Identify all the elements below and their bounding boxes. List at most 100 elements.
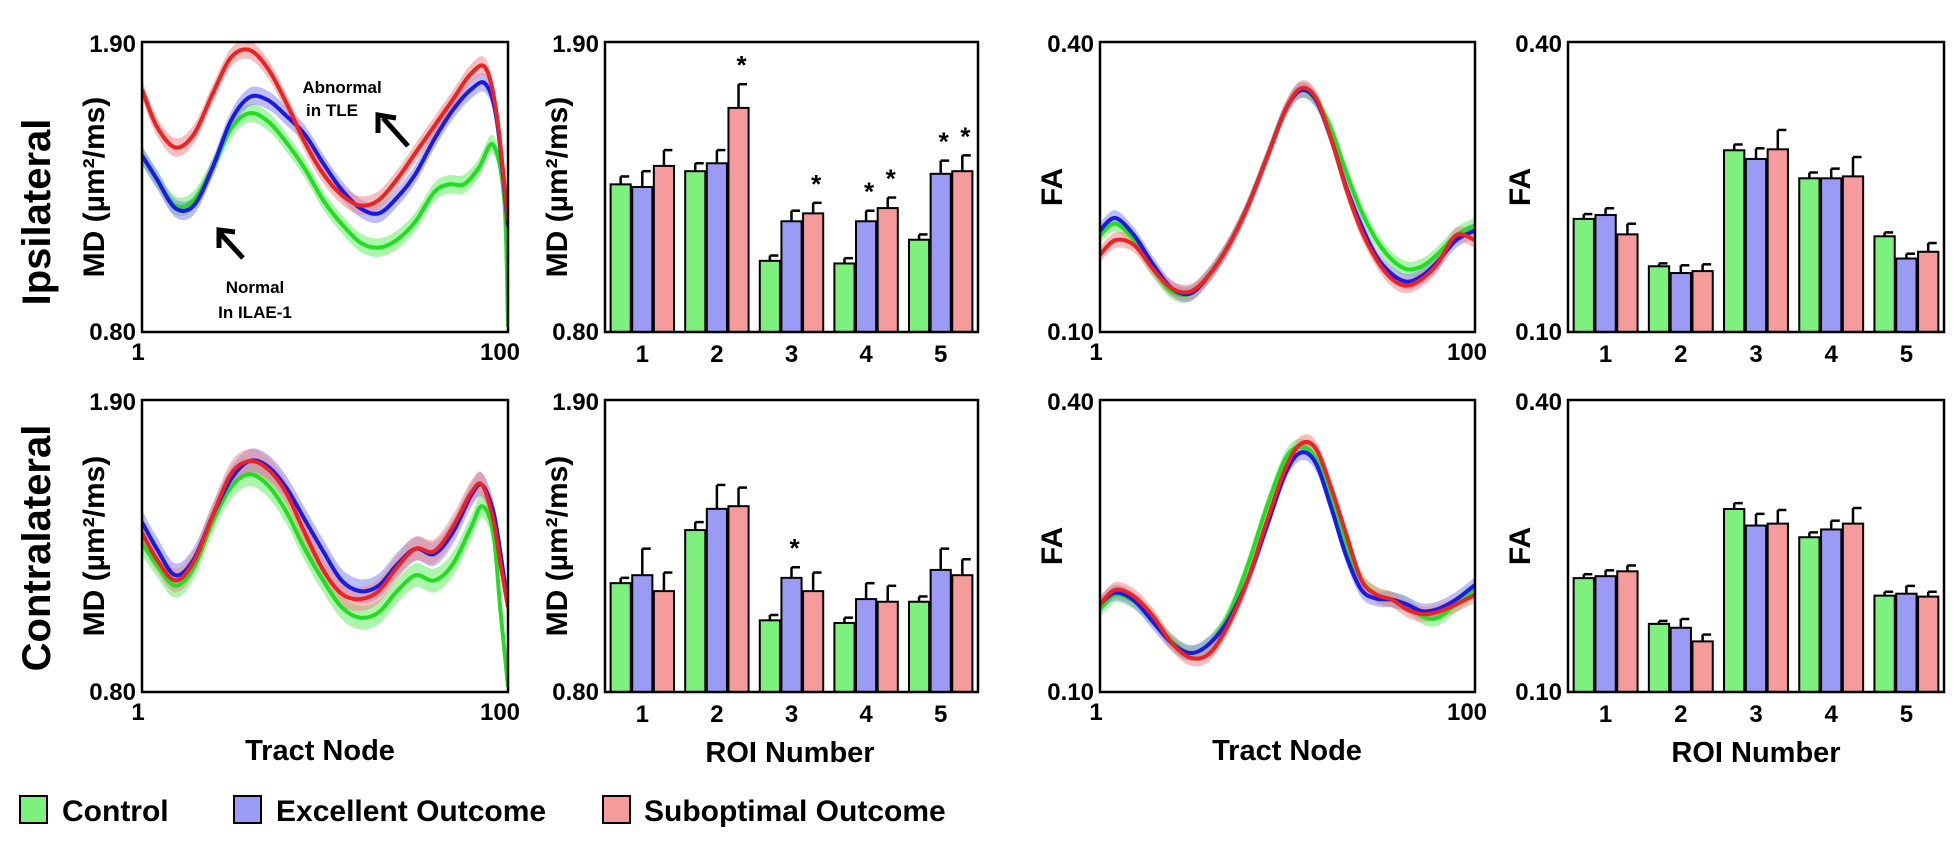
bar-suboptimal-outcome-roi-5 bbox=[951, 170, 974, 333]
bar-excellent-outcome-roi-3 bbox=[1744, 524, 1768, 693]
annotation-normal-line-2: In ILAE-1 bbox=[218, 303, 292, 322]
bar-control-roi-2 bbox=[684, 170, 707, 333]
x-axis-title-md-profile: Tract Node bbox=[245, 735, 395, 767]
x-tick-label-roi-4: 4 bbox=[1825, 341, 1839, 368]
x-tick-label-roi-3: 3 bbox=[1749, 341, 1762, 368]
x-tick-label: 1 bbox=[1089, 699, 1102, 726]
bar-excellent-outcome-roi-4 bbox=[1820, 528, 1843, 693]
significance-marker: * bbox=[960, 121, 971, 151]
bar-excellent-outcome-roi-1 bbox=[631, 186, 654, 333]
annotation-normal: Normal In ILAE-1 bbox=[216, 227, 292, 322]
bar-excellent-outcome-roi-1 bbox=[1594, 214, 1617, 334]
x-tick-label: 100 bbox=[480, 339, 520, 366]
bar-suboptimal-outcome-roi-2 bbox=[727, 106, 750, 333]
legend-item-excellent: Excellent Outcome bbox=[233, 795, 546, 828]
plot-series-group bbox=[1100, 434, 1475, 667]
legend-label-excellent: Excellent Outcome bbox=[276, 795, 546, 828]
y-tick-label: 0.40 bbox=[1515, 389, 1562, 416]
row-title-ipsilateral: Ipsilateral bbox=[15, 119, 59, 306]
panel-contralateral-md-profile: MD (µm²/ms) 0.80 1.90 1 100 bbox=[78, 389, 520, 726]
plot-border bbox=[1098, 398, 1477, 694]
x-tick-label-roi-4: 4 bbox=[859, 341, 873, 368]
series-line-suboptimal-outcome bbox=[1100, 440, 1475, 661]
bar-control-roi-2 bbox=[1647, 265, 1671, 333]
y-axis-label: MD (µm²/ms) bbox=[541, 97, 574, 278]
significance-marker: * bbox=[736, 50, 747, 80]
plot-border bbox=[1566, 40, 1946, 334]
plot-series-group bbox=[142, 448, 508, 692]
legend-label-suboptimal: Suboptimal Outcome bbox=[644, 795, 946, 828]
bar-suboptimal-outcome-roi-4 bbox=[876, 600, 899, 694]
bar-suboptimal-outcome-roi-4 bbox=[1841, 522, 1865, 694]
annotation-normal-line-1: Normal bbox=[226, 278, 285, 297]
y-tick-label: 0.80 bbox=[89, 319, 136, 346]
bar-control-roi-4 bbox=[833, 621, 856, 693]
bar-control-roi-4 bbox=[1798, 536, 1821, 693]
plot-border bbox=[140, 40, 510, 334]
y-tick-label: 0.40 bbox=[1047, 31, 1094, 58]
bar-excellent-outcome-roi-2 bbox=[1669, 626, 1692, 694]
y-tick-label: 0.10 bbox=[1047, 319, 1094, 346]
x-tick-label: 100 bbox=[1447, 699, 1487, 726]
y-axis-label: MD (µm²/ms) bbox=[541, 456, 574, 637]
y-tick-label: 1.90 bbox=[89, 389, 136, 416]
x-tick-label-roi-5: 5 bbox=[934, 701, 947, 728]
panel-ipsilateral-md-profile: MD (µm²/ms) 0.80 1.90 1 100 bbox=[78, 31, 520, 366]
bar-control-roi-5 bbox=[907, 238, 931, 334]
y-axis-label: MD (µm²/ms) bbox=[78, 456, 111, 637]
plot-series-group bbox=[142, 42, 508, 332]
bar-excellent-outcome-roi-3 bbox=[1744, 157, 1768, 333]
bar-suboptimal-outcome-roi-1 bbox=[652, 164, 676, 333]
y-tick-label: 0.40 bbox=[1047, 389, 1094, 416]
bar-suboptimal-outcome-roi-5 bbox=[1917, 250, 1940, 333]
x-axis-title-fa-roi: ROI Number bbox=[1671, 737, 1840, 769]
x-tick-label-roi-2: 2 bbox=[1674, 341, 1687, 368]
panel-ipsilateral-fa-roi: FA 0.10 0.40 1 2 3 4 5 bbox=[1504, 31, 1946, 368]
panel-contralateral-fa-profile: FA 0.10 0.40 1 100 bbox=[1036, 389, 1487, 726]
y-tick-label: 0.10 bbox=[1515, 319, 1562, 346]
series-line-suboptimal-outcome bbox=[1100, 85, 1475, 295]
bar-control-roi-4 bbox=[833, 262, 856, 334]
legend-label-control: Control bbox=[62, 795, 169, 828]
panel-ipsilateral-md-roi: MD (µm²/ms) 0.80 1.90 1 2 3 4 5 * * * * * * bbox=[541, 31, 980, 368]
x-tick-label: 1 bbox=[131, 339, 144, 366]
x-tick-label-roi-4: 4 bbox=[1825, 701, 1839, 728]
panel-contralateral-fa-roi: FA 0.10 0.40 1 2 3 4 5 bbox=[1504, 389, 1946, 728]
bar-suboptimal-outcome-roi-3 bbox=[1766, 522, 1789, 694]
x-tick-label-roi-1: 1 bbox=[636, 341, 649, 368]
x-axis-title-fa-profile: Tract Node bbox=[1212, 735, 1362, 767]
legend-swatch-suboptimal bbox=[602, 795, 631, 824]
x-tick-label-roi-5: 5 bbox=[1900, 341, 1913, 368]
x-tick-label: 1 bbox=[1089, 339, 1102, 366]
bar-control-roi-3 bbox=[1723, 508, 1746, 693]
legend-item-suboptimal: Suboptimal Outcome bbox=[602, 795, 946, 828]
x-tick-label-roi-1: 1 bbox=[1599, 701, 1612, 728]
plot-border bbox=[603, 40, 980, 334]
series-line-excellent-outcome bbox=[142, 80, 508, 227]
y-axis-label: FA bbox=[1036, 527, 1069, 565]
plot-border bbox=[1098, 40, 1477, 334]
x-tick-label-roi-5: 5 bbox=[1900, 701, 1913, 728]
x-tick-label-roi-4: 4 bbox=[859, 701, 873, 728]
significance-marker: * bbox=[811, 169, 822, 199]
bar-control-roi-5 bbox=[907, 600, 931, 694]
y-tick-label: 1.90 bbox=[89, 31, 136, 58]
bar-control-roi-1 bbox=[1572, 577, 1595, 693]
x-tick-label: 100 bbox=[1447, 339, 1487, 366]
legend-swatch-control bbox=[19, 795, 48, 824]
bar-control-roi-1 bbox=[609, 183, 632, 333]
legend-item-control: Control bbox=[19, 795, 169, 828]
x-axis-title-md-roi: ROI Number bbox=[705, 737, 874, 769]
bar-excellent-outcome-roi-1 bbox=[1594, 575, 1617, 694]
arrow-normal-icon bbox=[216, 227, 245, 260]
y-axis-label: MD (µm²/ms) bbox=[78, 97, 111, 278]
x-tick-label-roi-1: 1 bbox=[1599, 341, 1612, 368]
bar-control-roi-3 bbox=[758, 619, 781, 693]
bar-suboptimal-outcome-roi-4 bbox=[1841, 175, 1865, 333]
significance-marker: * bbox=[789, 533, 800, 563]
bar-excellent-outcome-roi-5 bbox=[929, 568, 952, 694]
bar-suboptimal-outcome-roi-3 bbox=[802, 590, 825, 693]
series-line-suboptimal-outcome bbox=[142, 47, 508, 222]
y-tick-label: 0.80 bbox=[552, 319, 599, 346]
